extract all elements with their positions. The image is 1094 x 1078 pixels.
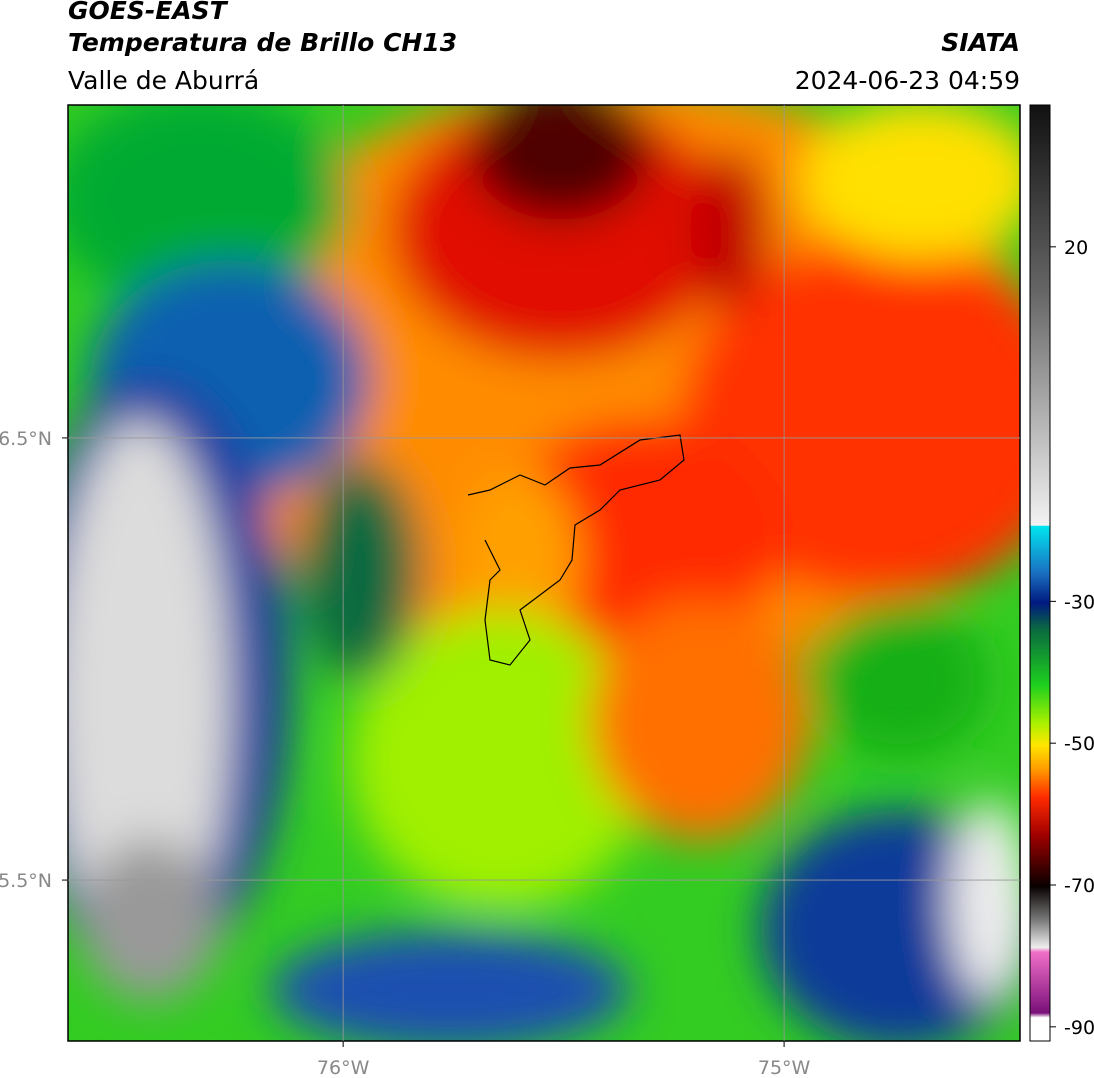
map-frame: [67, 104, 1021, 1042]
datetime-label: 2024-06-23 04:59: [794, 66, 1020, 95]
colorbar: [1029, 104, 1051, 1042]
colorbar-tick-label: 20: [1064, 237, 1088, 259]
colorbar-tick-label: -30: [1064, 591, 1094, 613]
product-title: Temperatura de Brillo CH13: [68, 28, 458, 57]
y-tick-label: 5.5°N: [0, 870, 52, 892]
y-tick-label: 6.5°N: [0, 428, 52, 450]
municipal-boundary: [467, 434, 685, 666]
x-tick-label: 75°W: [758, 1057, 811, 1078]
colorbar-tick-label: -70: [1064, 875, 1094, 897]
satellite-image: [68, 105, 1020, 1041]
agency-label: SIATA: [941, 28, 1020, 57]
satellite-title: GOES-EAST: [68, 0, 227, 25]
colorbar-tick-label: -90: [1064, 1017, 1094, 1039]
colorbar-tick-label: -50: [1064, 733, 1094, 755]
region-label: Valle de Aburrá: [68, 66, 260, 95]
x-tick-label: 76°W: [317, 1057, 370, 1078]
